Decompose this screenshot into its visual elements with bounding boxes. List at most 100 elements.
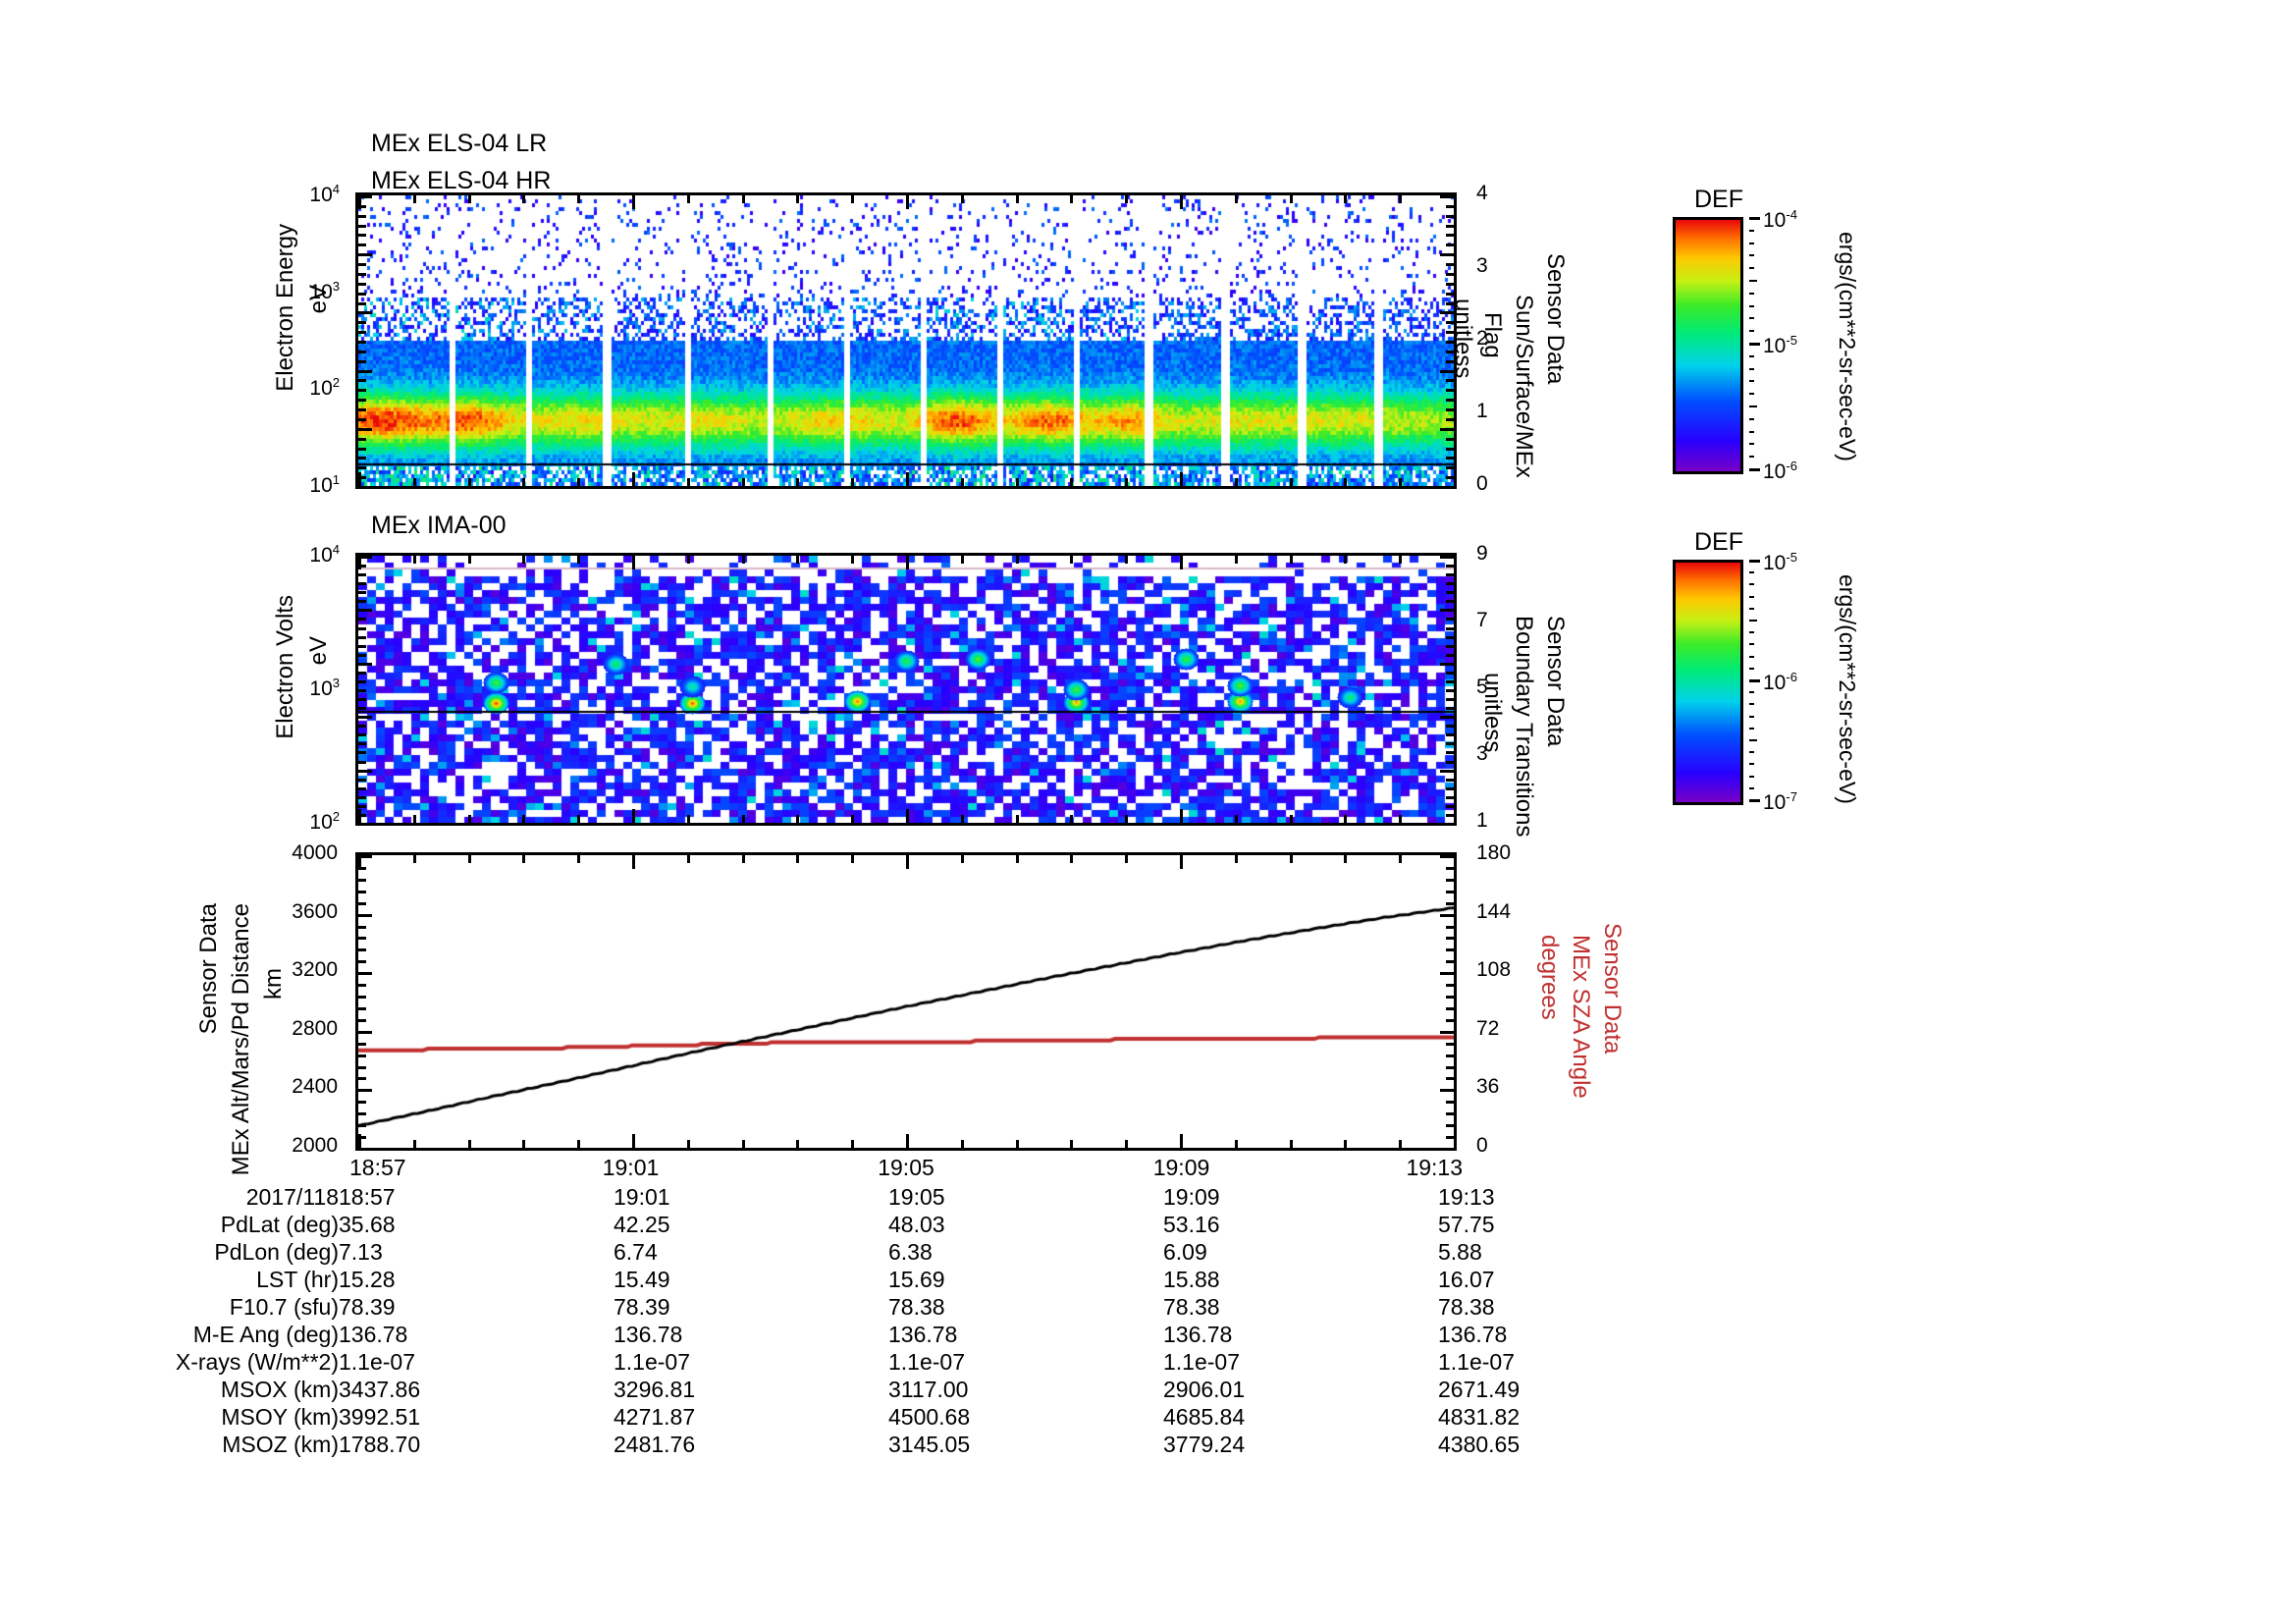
ephem-left-axis-line2: MEx Alt/Mars/Pd Distance [228,903,254,1176]
meta-cell: 19:05 [888,1184,945,1210]
meta-cell: 136.78 [339,1322,408,1347]
frame-tick [577,195,580,203]
frame-tick [577,1140,580,1148]
meta-cell: 78.38 [888,1294,945,1320]
frame-tick [358,311,372,314]
frame-tick [358,1077,366,1080]
frame-tick [1446,225,1454,228]
frame-tick [1446,627,1454,630]
frame-tick [1235,815,1238,823]
colorbar-minor-tick [1749,786,1754,789]
frame-tick [522,1140,525,1148]
meta-cell: 3145.05 [888,1432,971,1457]
frame-tick [358,600,366,603]
meta-cell: 42.25 [614,1212,670,1237]
frame-tick [1180,472,1183,486]
frame-tick [796,195,799,203]
ima-spectrogram[interactable] [355,553,1457,826]
ephemeris-plot[interactable] [355,852,1457,1151]
frame-tick [358,787,366,790]
frame-tick [796,855,799,863]
meta-cell: 78.38 [1163,1294,1220,1320]
frame-tick [358,914,372,917]
colorbar-els-gradient [1673,217,1743,474]
colorbar-tick-label: 10-6 [1763,670,1797,694]
axis-tick-label: 72 [1476,1016,1500,1040]
frame-tick [358,618,366,621]
frame-tick [358,948,366,951]
colorbar-minor-tick [1749,751,1754,754]
frame-tick [1446,565,1454,568]
frame-tick [1446,948,1454,951]
axis-tick-label: 1 [1476,809,1488,832]
frame-tick [632,1134,635,1148]
meta-row-label: X-rays (W/m**2) [175,1349,339,1375]
axis-tick-label: 4000 [292,841,338,864]
frame-tick [906,472,909,486]
frame-tick [632,556,635,569]
frame-tick [1446,234,1454,237]
ima-right-tick-labels: 9 7 5 3 1 [1463,543,1522,831]
frame-tick [1454,195,1457,209]
colorbar-minor-tick [1749,703,1754,706]
meta-cell: 6.09 [1163,1239,1207,1265]
frame-tick [1446,418,1454,421]
frame-tick [358,1019,366,1022]
frame-tick [1016,855,1019,863]
frame-tick [1446,891,1454,893]
frame-tick [742,1140,745,1148]
meta-cell: 48.03 [888,1212,945,1237]
els-right-axis-line2: Sun/Surface/MEx [1511,295,1538,478]
frame-tick [1454,556,1457,569]
axis-tick-label: 1 [1476,400,1488,422]
frame-tick [358,1124,366,1127]
meta-cell: 6.38 [888,1239,933,1265]
frame-tick [1440,1089,1454,1092]
frame-tick [1016,815,1019,823]
frame-tick [358,408,366,411]
frame-tick [1446,645,1454,648]
frame-tick [1440,1148,1454,1151]
frame-tick [468,855,471,863]
frame-tick [1446,672,1454,675]
els-right-axis-label: Sensor Data [1542,253,1569,384]
frame-tick [796,556,799,564]
meta-cell: 16.07 [1438,1267,1495,1292]
axis-tick-label: 3200 [292,958,338,982]
frame-tick [1070,195,1073,203]
frame-tick [1446,263,1454,266]
frame-tick [1446,466,1454,469]
meta-table-row: F10.7 (sfu) 78.39 78.39 78.38 78.38 78.38 [0,1296,1520,1324]
els-left-tick-labels: 104 103 102 101 [294,183,353,496]
ephem-right-axis-label: Sensor Data [1599,923,1626,1054]
ephem-left-tick-labels: 4000 3600 3200 2800 2400 2000 [253,842,351,1156]
axis-tick-label: 3600 [292,899,338,923]
frame-tick [742,478,745,486]
frame-tick [358,556,372,559]
colorbar-tick-label: 10-5 [1763,550,1797,574]
frame-tick [1446,600,1454,603]
frame-tick [961,556,964,564]
meta-cell: 15.69 [888,1267,945,1292]
ephem-right-axis-label2: MEx SZA Angle [1568,935,1594,1099]
meta-cell: 3437.86 [339,1377,421,1402]
frame-tick [1235,195,1238,203]
meta-table-row: LST (hr) 15.28 15.49 15.69 15.88 16.07 [0,1269,1520,1296]
frame-tick [1446,351,1454,353]
frame-tick [1440,914,1454,917]
colorbar-minor-tick [1749,430,1754,433]
frame-tick [1446,457,1454,460]
frame-tick [1125,815,1128,823]
els-spectrogram[interactable] [355,192,1457,489]
frame-tick [468,195,471,203]
frame-tick [358,1148,372,1151]
frame-tick [413,1140,416,1148]
frame-tick [358,645,366,648]
meta-cell: 7.13 [339,1239,383,1265]
frame-tick [358,293,366,296]
frame-tick [358,1101,366,1104]
frame-tick [358,565,366,568]
meta-cell: 18:57 [339,1184,396,1210]
frame-tick [358,195,372,198]
frame-tick [1454,809,1457,823]
